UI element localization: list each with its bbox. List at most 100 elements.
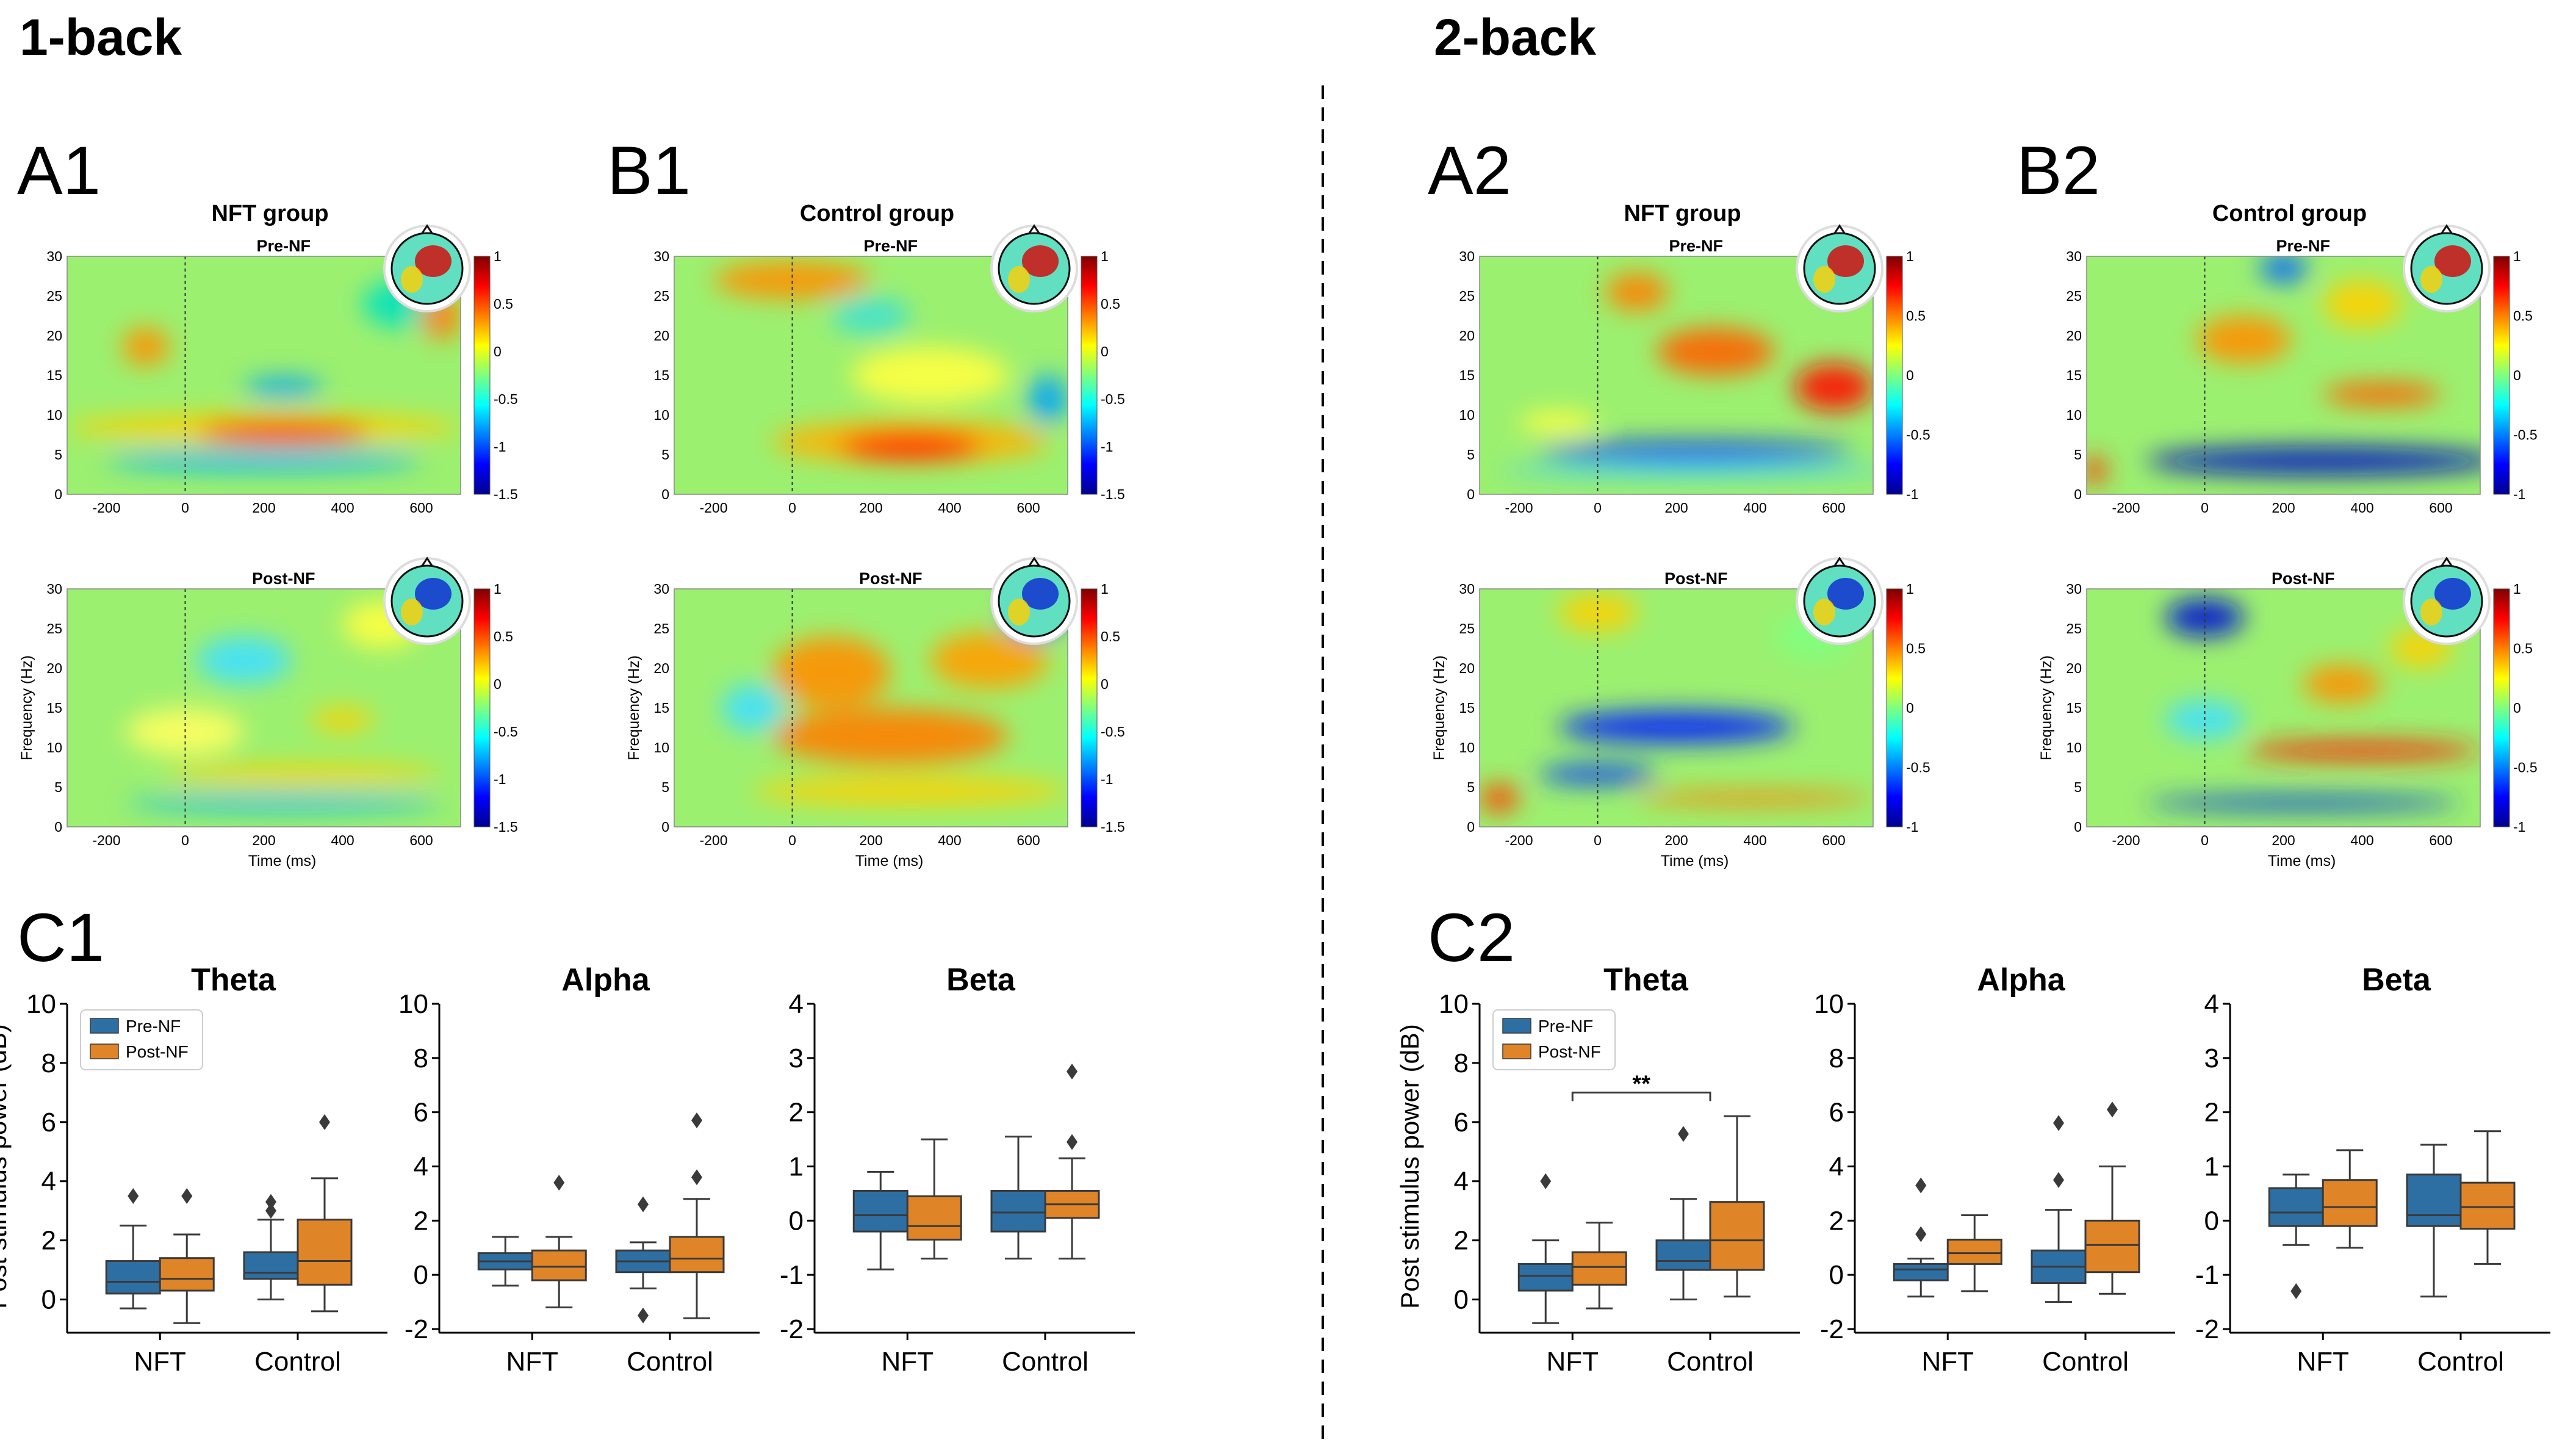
box-body: [852, 1189, 908, 1233]
box-nft-post: [1571, 1222, 1627, 1310]
topography-nose: [1028, 557, 1040, 566]
colorbar-tick-label: 1: [1906, 248, 1914, 264]
topography-nose: [2441, 557, 2453, 566]
boxplot-beta: Beta -2 -1 0 1 2 3 4 NFT Control: [780, 962, 1135, 1377]
box-control-pre: [243, 1194, 299, 1301]
boxplot-y-tick-label: 1: [2204, 1152, 2219, 1182]
heatmap-x-tick-label: 0: [181, 832, 189, 848]
heatmap-x-tick-label: 0: [788, 832, 796, 848]
topography-region: [401, 599, 423, 625]
heatmap-blob: [2303, 665, 2382, 704]
heatmap-blob: [106, 451, 422, 471]
topography-hotspot: [415, 245, 452, 277]
heatmap-x-tick-label: 600: [2429, 500, 2452, 516]
heatmap-blob: [126, 796, 441, 810]
heatmap-frame: [1479, 256, 1874, 495]
colorbar-tick-label: 0.5: [2513, 641, 2533, 657]
boxplot-y-tick-label: 10: [1814, 989, 1844, 1019]
boxplot-y-tick-label: 10: [398, 989, 428, 1019]
box-control-pre: [2031, 1115, 2087, 1303]
heatmap-y-tick-label: 25: [1459, 288, 1475, 304]
boxplot-y-tick-label: 2: [1454, 1226, 1469, 1256]
heatmap-y-tick-label: 0: [54, 819, 62, 835]
heatmap-y-tick-label: 5: [54, 779, 62, 795]
scalp-topography: [383, 224, 471, 312]
heatmap-y-tick-label: 30: [1459, 581, 1475, 597]
topography-hotspot: [1827, 578, 1864, 610]
colorbar-tick-label: 0: [2513, 367, 2521, 383]
heatmap-frame: [67, 256, 461, 495]
heatmap-y-tick-label: 10: [653, 740, 669, 755]
heatmap-y-tick-label: 10: [2066, 740, 2082, 755]
heatmap-x-tick-label: -200: [699, 500, 727, 516]
boxplot-x-tick-label: NFT: [2297, 1347, 2349, 1377]
box-body: [2459, 1181, 2516, 1230]
colorbar-tick-label: 0.5: [1101, 629, 1120, 644]
box-body: [105, 1260, 161, 1295]
box-nft-pre: [1517, 1173, 1574, 1324]
colorbar-tick-label: -1: [1101, 439, 1113, 455]
box-outlier: [638, 1307, 649, 1324]
topography-region: [1008, 599, 1030, 625]
heatmap-x-tick-label: 200: [252, 500, 275, 516]
colorbar-tick-label: -1: [494, 439, 506, 455]
heatmap-y-axis-label: Frequency (Hz): [1431, 655, 1448, 760]
heatmap-y-tick-label: 15: [1459, 700, 1475, 716]
heatmap-blob: [2323, 280, 2402, 328]
legend-swatch: [1502, 1018, 1531, 1034]
box-control-pre: [615, 1196, 671, 1324]
heatmap-y-tick-label: 30: [46, 248, 62, 264]
boxplot-y-tick-label: 4: [1829, 1152, 1844, 1182]
heatmap-x-tick-label: 400: [2350, 500, 2373, 516]
box-control-post: [297, 1114, 353, 1313]
box-body: [1893, 1263, 1949, 1281]
heatmap-blob: [1519, 411, 1598, 435]
heatmap-x-tick-label: -200: [92, 832, 120, 848]
box-body: [906, 1195, 962, 1241]
heatmap-blob: [1499, 463, 1873, 478]
heatmap-x-tick-label: -200: [2112, 500, 2140, 516]
heatmap-blob: [2145, 796, 2461, 810]
boxplot-x-tick-label: NFT: [881, 1347, 934, 1377]
heatmap-blob: [311, 708, 375, 732]
box-outlier: [1540, 1173, 1552, 1189]
boxplot-title: Theta: [191, 962, 276, 998]
colorbar-tick-label: -1: [1906, 819, 1918, 835]
heatmap-subplot-title: Post-NF: [2272, 569, 2335, 588]
box-nft-post: [531, 1175, 587, 1308]
heatmap-blobs: [713, 261, 1068, 464]
topography-hotspot: [2434, 578, 2471, 610]
heatmap-y-tick-label: 30: [2066, 248, 2082, 264]
section-titles: 1-back 2-back: [20, 9, 1596, 66]
colorbar-tick-label: -1: [1906, 486, 1918, 502]
heatmap-x-tick-label: -200: [1505, 832, 1533, 848]
boxplot-x-tick-label: Control: [254, 1347, 341, 1377]
box-control-post: [2084, 1101, 2140, 1295]
box-outlier: [265, 1194, 276, 1210]
panel-letter-c1: C1: [17, 899, 104, 976]
colorbar-gradient: [1081, 256, 1098, 495]
topography-nose: [1833, 224, 1846, 234]
scalp-topography: [383, 557, 471, 645]
heatmap-blob: [1637, 791, 1873, 805]
topography-region: [2420, 266, 2442, 293]
heatmap-x-tick-label: 200: [1664, 500, 1688, 516]
panel-letter-b1: B1: [607, 132, 691, 209]
boxplot-x-tick-label: NFT: [1921, 1347, 1974, 1377]
heatmap-y-tick-label: 15: [653, 700, 669, 716]
legend-swatch: [90, 1018, 119, 1034]
heatmap-subplot-pre-nf: Pre-NF 0 5 10 15 20 25 30 -200 0 200 400 600 1 0.5 0 -0.…: [1459, 224, 1930, 516]
topography-hotspot: [1827, 245, 1864, 277]
heatmap-x-tick-label: 400: [1743, 500, 1766, 516]
heatmap-y-tick-label: 20: [46, 660, 62, 676]
scalp-topography: [1796, 224, 1883, 312]
boxplot-x-tick-label: NFT: [1546, 1347, 1599, 1377]
colorbar-gradient: [473, 256, 491, 495]
heatmap-y-tick-label: 0: [2074, 486, 2082, 502]
heatmap-blob: [930, 632, 1048, 689]
boxplot-title: Alpha: [1977, 962, 2066, 998]
heatmap-x-tick-label: 600: [409, 832, 433, 848]
